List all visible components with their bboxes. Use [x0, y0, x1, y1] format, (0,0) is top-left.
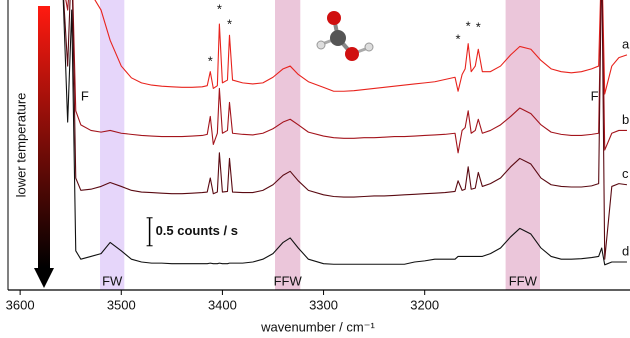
molecule-icon	[317, 11, 373, 61]
spectrum-line	[63, 0, 627, 153]
annotation: *	[227, 17, 232, 32]
series-label: c	[622, 166, 629, 181]
series-label: b	[622, 112, 629, 127]
x-axis-title: wavenumber / cm⁻¹	[260, 319, 375, 334]
annotation: *	[476, 19, 481, 34]
annotation: *	[217, 2, 222, 17]
scale-bar-label: 0.5 counts / s	[156, 223, 238, 238]
x-tick-label: 3400	[208, 297, 237, 312]
x-tick-label: 3600	[6, 297, 35, 312]
band-label: FFW	[274, 273, 303, 288]
annotation: F	[591, 88, 599, 103]
x-tick-label: 3200	[410, 297, 439, 312]
x-tick-label: 3300	[309, 297, 338, 312]
temperature-arrow-head	[34, 268, 54, 288]
annotation: *	[456, 32, 461, 47]
band	[506, 0, 540, 290]
annotation: F	[81, 88, 89, 103]
chart: * * * * * * F F 0.5 counts / s lower temperature…	[0, 0, 630, 338]
series-label: a	[622, 36, 630, 51]
x-tick-label: 3500	[107, 297, 136, 312]
temperature-arrow-body	[38, 6, 50, 268]
annotation: *	[208, 54, 213, 69]
annotation: *	[466, 18, 471, 33]
side-label: lower temperature	[13, 93, 28, 198]
series-label: d	[622, 243, 629, 258]
band	[100, 0, 124, 290]
band-label: FW	[102, 273, 123, 288]
band-label: FFW	[509, 273, 538, 288]
